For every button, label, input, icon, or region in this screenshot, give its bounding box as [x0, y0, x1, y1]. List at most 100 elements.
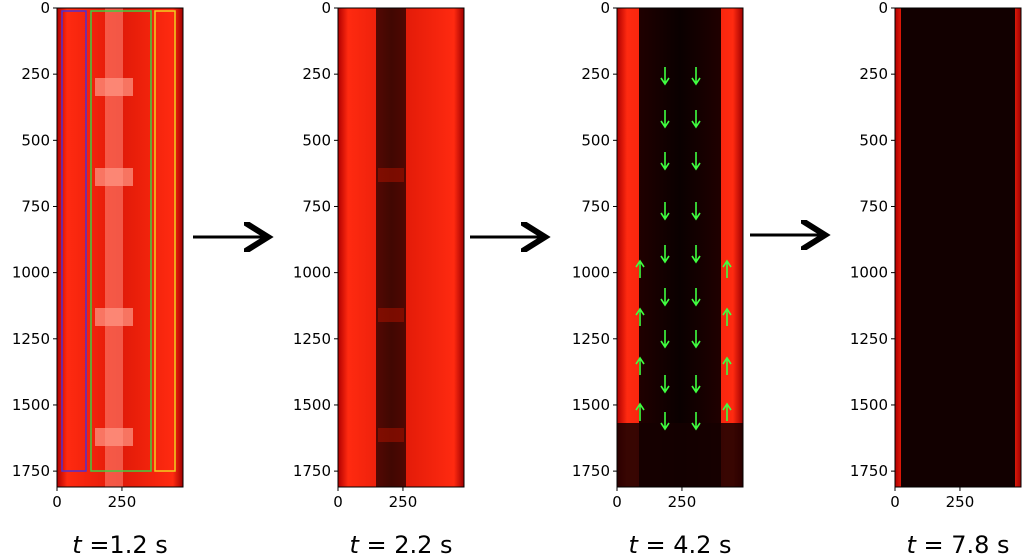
x-tick-label: 0: [890, 493, 900, 511]
box: [90, 10, 152, 472]
frame: [337, 7, 465, 488]
frame: [616, 7, 744, 488]
impeller: [95, 428, 133, 446]
y-tick-label: 0: [600, 0, 610, 17]
y-tick-label: 250: [302, 65, 331, 83]
flow-arrow: [635, 259, 645, 278]
dark-bottom: [617, 423, 743, 487]
y-tick-label: 500: [21, 131, 50, 149]
caption-text: = 2.2 s: [359, 531, 453, 559]
y-tick-label: 1000: [572, 264, 610, 282]
y-tick-label: 0: [321, 0, 331, 17]
y-tick-label: 1000: [12, 264, 50, 282]
frame: [894, 7, 1022, 488]
y-tick-label: 250: [581, 65, 610, 83]
flow-arrow: [691, 202, 701, 221]
box: [154, 10, 176, 472]
flow-arrow: [660, 67, 670, 86]
caption-variable: t: [349, 531, 360, 559]
flow-arrow: [691, 152, 701, 171]
x-tick-label: 250: [946, 493, 975, 511]
y-tick-label: 1250: [572, 330, 610, 348]
flow-arrow: [660, 288, 670, 307]
box: [61, 10, 87, 472]
image: [57, 8, 183, 487]
y-tick-label: 750: [302, 197, 331, 215]
impeller: [95, 78, 133, 96]
flow-arrow: [691, 288, 701, 307]
y-tick-label: 1750: [850, 462, 888, 480]
y-tick-label: 500: [859, 131, 888, 149]
y-tick-label: 1500: [850, 396, 888, 414]
flow-arrow: [660, 330, 670, 349]
y-tick-label: 750: [859, 197, 888, 215]
dark-core: [901, 8, 1015, 487]
shaft: [105, 8, 123, 487]
y-tick-label: 1000: [293, 264, 331, 282]
flow-arrow: [691, 330, 701, 349]
y-tick-label: 750: [581, 197, 610, 215]
image: [617, 8, 743, 487]
flow-arrow: [635, 402, 645, 421]
y-tick-label: 250: [21, 65, 50, 83]
y-tick-label: 250: [859, 65, 888, 83]
y-tick-label: 1750: [572, 462, 610, 480]
y-tick-label: 0: [878, 0, 888, 17]
flow-arrow: [691, 110, 701, 129]
impeller: [378, 168, 404, 182]
flow-arrow: [691, 375, 701, 394]
y-tick-label: 1500: [572, 396, 610, 414]
flow-arrow: [660, 110, 670, 129]
dark-core: [376, 8, 406, 487]
y-tick-label: 1500: [12, 396, 50, 414]
y-tick-label: 1250: [12, 330, 50, 348]
caption: t = 2.2 s: [349, 531, 452, 559]
flow-arrow: [722, 259, 732, 278]
y-tick-label: 750: [21, 197, 50, 215]
flow-arrow: [691, 412, 701, 431]
caption-text: = 7.8 s: [916, 531, 1010, 559]
y-tick-label: 1500: [293, 396, 331, 414]
impeller: [95, 308, 133, 326]
x-tick-label: 250: [668, 493, 697, 511]
caption-variable: t: [628, 531, 639, 559]
caption-variable: t: [72, 531, 83, 559]
y-tick-label: 500: [302, 131, 331, 149]
flow-arrow: [660, 375, 670, 394]
y-tick-label: 0: [40, 0, 50, 17]
caption: t = 7.8 s: [906, 531, 1009, 559]
y-tick-label: 1750: [12, 462, 50, 480]
flow-arrow: [635, 307, 645, 326]
flow-arrow: [722, 356, 732, 375]
flow-arrow: [722, 402, 732, 421]
x-tick-label: 250: [389, 493, 418, 511]
impeller: [95, 168, 133, 186]
x-tick-label: 0: [52, 493, 62, 511]
flow-arrow: [691, 67, 701, 86]
flow-arrow: [660, 245, 670, 264]
x-tick-label: 0: [333, 493, 343, 511]
arrows: [193, 235, 825, 237]
caption: t =1.2 s: [72, 531, 167, 559]
caption-variable: t: [906, 531, 917, 559]
x-tick-label: 0: [612, 493, 622, 511]
flow-arrow: [660, 152, 670, 171]
dark-core: [639, 8, 721, 487]
flow-arrow: [635, 356, 645, 375]
y-tick-label: 500: [581, 131, 610, 149]
frame: [56, 7, 184, 488]
y-tick-label: 1250: [850, 330, 888, 348]
flow-arrow: [660, 412, 670, 431]
y-tick-label: 1750: [293, 462, 331, 480]
caption: t = 4.2 s: [628, 531, 731, 559]
flow-arrow: [660, 202, 670, 221]
x-tick-label: 250: [108, 493, 137, 511]
y-tick-label: 1000: [850, 264, 888, 282]
image: [338, 8, 464, 487]
caption-text: =1.2 s: [82, 531, 168, 559]
impeller: [378, 308, 404, 322]
